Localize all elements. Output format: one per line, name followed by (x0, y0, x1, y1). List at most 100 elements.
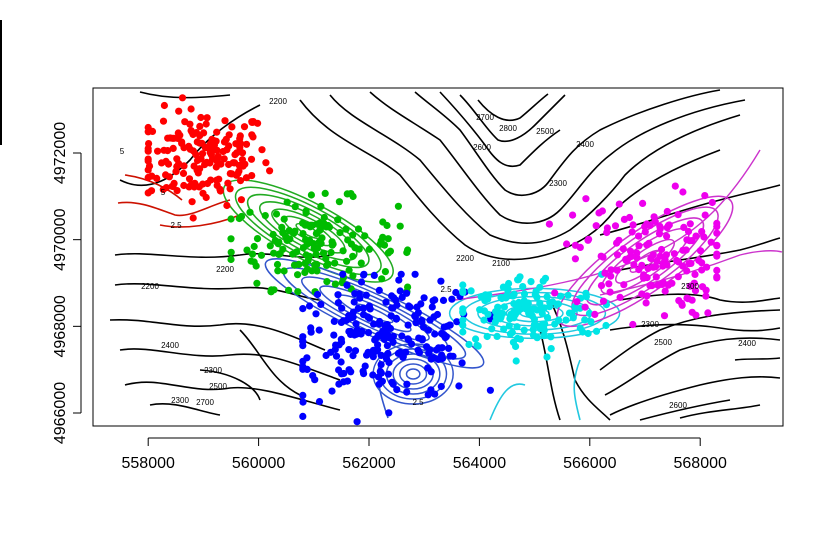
data-point (228, 123, 236, 131)
data-point (202, 193, 210, 202)
data-point (313, 267, 321, 275)
data-point (335, 198, 343, 206)
data-point (627, 247, 635, 255)
data-point (203, 179, 212, 188)
data-point (510, 290, 518, 298)
data-point (343, 377, 352, 385)
data-point (439, 296, 448, 304)
data-point (347, 368, 355, 376)
data-point (585, 235, 593, 243)
data-point (427, 368, 435, 376)
data-point (360, 304, 368, 312)
data-point (413, 303, 421, 311)
data-point (420, 294, 428, 302)
data-point (334, 216, 342, 224)
magenta-density-line (599, 250, 783, 296)
elevation-contour-label: 2500 (536, 127, 554, 136)
data-point (431, 390, 439, 398)
data-point (683, 236, 691, 244)
data-point (240, 123, 249, 131)
data-point (661, 287, 669, 295)
data-point (262, 159, 270, 167)
data-point (197, 113, 205, 122)
blue-density-line (319, 285, 430, 342)
data-point (633, 249, 641, 257)
data-point (299, 412, 307, 420)
blue-density-line (355, 303, 394, 324)
data-point (494, 303, 502, 311)
data-point (320, 213, 328, 222)
data-point (392, 315, 400, 323)
data-point (449, 352, 457, 360)
data-point (343, 281, 351, 289)
data-point (505, 279, 513, 288)
data-point (338, 304, 346, 312)
data-point (345, 346, 353, 354)
data-point (540, 332, 548, 340)
data-point (690, 279, 698, 287)
data-point (674, 273, 682, 281)
elevation-contour-line (639, 399, 731, 421)
data-point (584, 329, 592, 338)
data-point (339, 270, 347, 278)
data-point (276, 250, 284, 258)
data-point (607, 272, 615, 280)
data-point (623, 256, 631, 264)
data-point (169, 182, 177, 191)
data-point (321, 189, 329, 197)
data-point (162, 184, 170, 192)
data-point (696, 247, 705, 255)
data-point (398, 332, 406, 340)
data-point (679, 246, 687, 254)
data-point (611, 222, 620, 230)
data-point (698, 228, 706, 236)
y-tick-label: 4970000 (52, 208, 69, 270)
data-point (642, 299, 650, 307)
x-tick-label: 558000 (122, 455, 175, 472)
data-point (358, 327, 366, 335)
data-point (383, 342, 391, 350)
data-point (350, 298, 358, 306)
x-axis: 558000 560000 562000 564000 566000 568000 (122, 437, 727, 472)
elevation-contour-line (109, 318, 326, 351)
elevation-contour-label: 2300 (641, 320, 659, 329)
elevation-contour-label: 2500 (209, 382, 227, 391)
data-point (545, 220, 554, 228)
data-point (174, 129, 182, 137)
data-point (216, 185, 224, 193)
elevation-contour-label: 2200 (456, 254, 474, 263)
data-point (311, 261, 319, 269)
plot-frame (92, 87, 784, 427)
data-point (242, 174, 251, 182)
data-point (324, 221, 332, 230)
data-point (543, 293, 551, 301)
data-point (547, 333, 555, 341)
elevation-contour-line (599, 309, 781, 371)
data-point (235, 167, 243, 175)
data-point (620, 215, 629, 223)
data-point (629, 221, 637, 229)
data-point (224, 179, 232, 187)
data-point (476, 306, 484, 314)
data-point (406, 303, 414, 311)
data-point (220, 155, 228, 163)
data-point (213, 128, 221, 136)
elevation-contour-line (369, 91, 746, 225)
data-point (273, 260, 282, 269)
data-point (330, 317, 338, 325)
x-tick-label: 568000 (674, 455, 727, 472)
data-point (665, 221, 673, 229)
data-point (328, 387, 336, 395)
elevation-contour-label: 2400 (161, 341, 179, 350)
data-point (437, 382, 445, 391)
data-point (388, 304, 396, 312)
data-point (173, 155, 181, 163)
data-point (196, 122, 204, 130)
data-point (628, 228, 636, 236)
data-point (581, 316, 589, 324)
data-point (357, 278, 366, 286)
data-point (334, 291, 342, 299)
data-point (189, 214, 197, 222)
data-point (382, 298, 390, 306)
